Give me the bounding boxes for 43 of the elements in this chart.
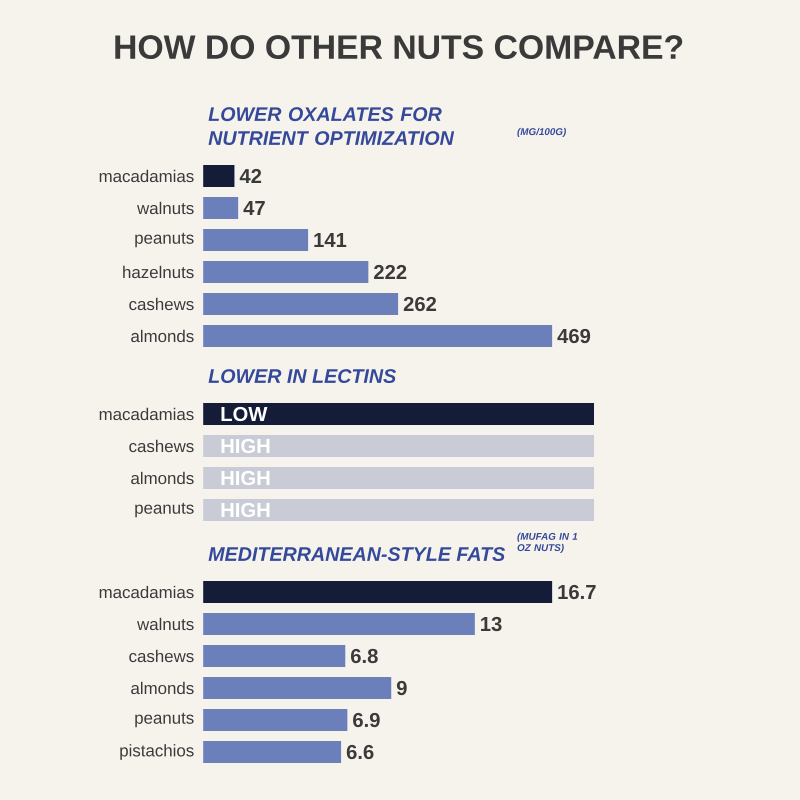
y-tick-label: peanuts [135, 712, 194, 728]
bar [203, 196, 238, 219]
bar [203, 292, 398, 315]
data-label: 262 [404, 296, 436, 312]
y-tick-label: cashews [129, 298, 194, 310]
data-label: 222 [374, 264, 406, 280]
y-tick-label: almonds [131, 682, 194, 694]
data-label: 6.6 [346, 744, 374, 760]
chart-subtitle: LOWER OXALATES FOR NUTRIENT OPTIMIZATION [208, 107, 454, 146]
text: (MG/100G) [517, 128, 566, 138]
bar [203, 260, 368, 283]
y-tick-label: macadamias [100, 170, 194, 182]
data-label: 6.9 [353, 712, 380, 728]
bar [203, 645, 346, 667]
bar [203, 228, 308, 251]
bar [203, 741, 342, 763]
chart-title: MEDITERRANEAN-STYLE FATS [208, 547, 506, 562]
data-label: 6.8 [351, 648, 378, 664]
data-label: 47 [243, 201, 265, 215]
y-tick-label: cashews [129, 650, 194, 662]
bar [203, 613, 475, 635]
bar [203, 324, 552, 347]
data-label: 42 [240, 168, 262, 184]
data-label: 13 [481, 616, 502, 632]
y-tick-label: almonds [131, 330, 194, 342]
data-label: 469 [557, 328, 590, 344]
y-tick-label: walnuts [137, 202, 194, 214]
data-label: 141 [314, 233, 346, 247]
y-tick-label: peanuts [135, 232, 194, 248]
y-tick-label: hazelnuts [123, 266, 194, 278]
text: LOWER IN LECTINS [208, 369, 396, 384]
data-label: 16.7 [558, 584, 596, 600]
bar [203, 164, 234, 187]
chart-title: HOW DO OTHER NUTS COMPARE? [115, 35, 682, 60]
bar [203, 676, 392, 699]
y-tick-label: walnuts [137, 618, 194, 630]
data-label: 9 [396, 680, 407, 696]
text: LOW [222, 406, 268, 422]
y-tick-label: pistachios [120, 744, 194, 760]
text: (MUFAG IN 1 OZ NUTS) [517, 532, 578, 554]
y-tick-label: macadamias [100, 586, 194, 598]
bar [203, 708, 348, 731]
bar [203, 580, 552, 603]
